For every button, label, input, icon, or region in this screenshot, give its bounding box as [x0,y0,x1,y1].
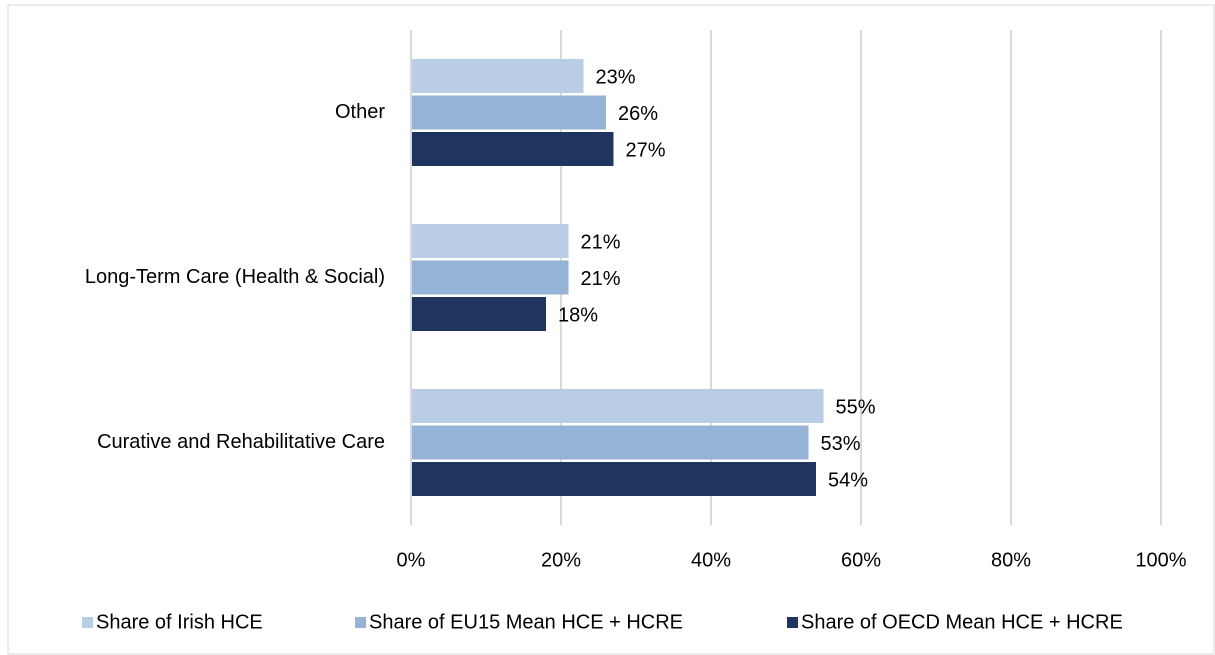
x-tick-label: 0% [397,549,426,571]
x-tick-label: 40% [691,549,731,571]
bar [411,224,569,258]
y-tick-label: Long-Term Care (Health & Social) [85,266,385,288]
bar [411,132,614,166]
data-label: 55% [836,396,876,418]
legend-label: Share of OECD Mean HCE + HCRE [801,611,1123,633]
x-tick-label: 100% [1135,549,1186,571]
bar [411,425,809,460]
legend-swatch [355,617,366,628]
bar [411,95,606,130]
legend-label: Share of Irish HCE [96,611,263,633]
data-label: 54% [828,469,868,491]
legend-swatch [787,617,798,628]
data-label: 21% [581,268,621,290]
bar [411,462,816,496]
data-label: 23% [596,66,636,88]
data-label: 26% [618,103,658,125]
data-label: 27% [626,139,666,161]
x-tick-label: 80% [991,549,1031,571]
y-tick-label: Curative and Rehabilitative Care [97,431,385,453]
bar [411,389,824,423]
chart-border [7,4,1215,655]
data-label: 21% [581,231,621,253]
data-label: 18% [558,304,598,326]
bar [411,297,546,331]
legend-label: Share of EU15 Mean HCE + HCRE [369,611,683,633]
x-tick-label: 20% [541,549,581,571]
legend-swatch [82,617,93,628]
data-label: 53% [821,433,861,455]
y-tick-label: Other [335,101,385,123]
bar [411,59,584,93]
x-tick-label: 60% [841,549,881,571]
bar [411,260,569,295]
